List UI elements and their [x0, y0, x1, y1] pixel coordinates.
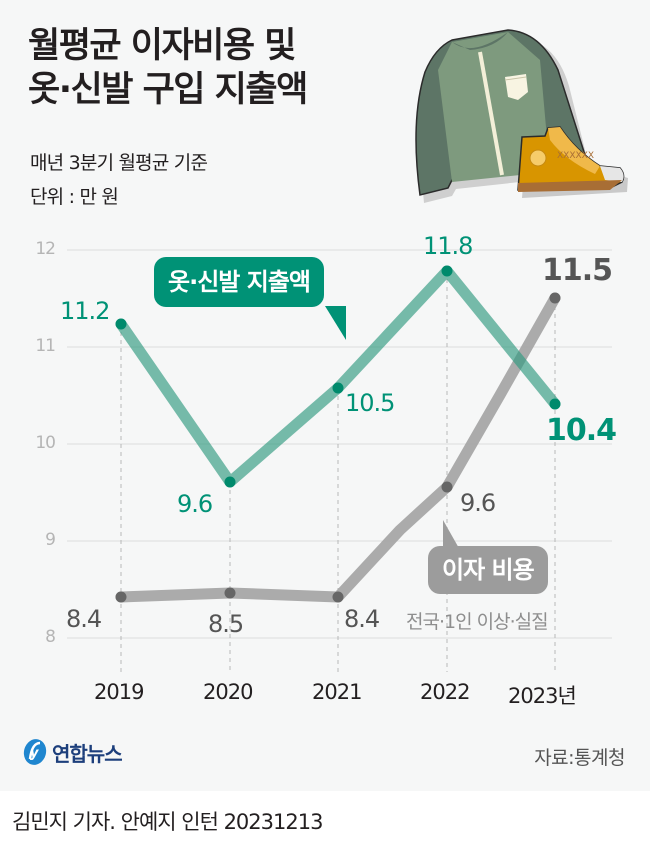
y-tick-9: 9: [45, 530, 56, 550]
interest-callout-tail: [443, 520, 460, 550]
clothing-label-2021: 10.5: [345, 389, 395, 417]
line-chart: [67, 249, 612, 672]
interest-note: 전국·1인 이상·실질: [406, 611, 549, 633]
interest-label-2022: 9.6: [460, 489, 496, 517]
chart-title: 월평균 이자비용 및 옷·신발 구입 지출액: [28, 24, 308, 112]
title-line-2: 옷·신발 구입 지출액: [28, 70, 308, 110]
x-tick-2023: 2023년: [508, 684, 577, 708]
gridlines: [67, 249, 612, 639]
series-clothing: [115, 265, 561, 488]
logo-text: 연합뉴스: [52, 741, 123, 766]
svg-text:y: y: [30, 746, 39, 761]
y-tick-10: 10: [35, 433, 56, 453]
clothing-label-2019: 11.2: [60, 297, 110, 325]
interest-label-2023: 11.5: [542, 253, 613, 288]
clothing-label-2022: 11.8: [423, 232, 473, 260]
clothing-callout-tail: [325, 306, 346, 340]
byline: 김민지 기자. 안예지 인턴 20231213: [12, 810, 323, 834]
x-tick-2022: 2022: [420, 680, 470, 704]
x-tick-2019: 2019: [94, 680, 144, 704]
clothing-label-2023: 10.4: [546, 413, 617, 448]
x-tick-2020: 2020: [203, 680, 253, 704]
subtitle-basis: 매년 3분기 월평균 기준: [30, 152, 208, 174]
interest-legend-callout: 이자 비용: [428, 546, 548, 594]
series-interest: [115, 292, 561, 603]
data-source: 자료:통계청: [534, 747, 625, 769]
interest-label-2020: 8.5: [208, 610, 244, 638]
interest-label-2019: 8.4: [66, 605, 102, 633]
y-tick-8: 8: [45, 627, 56, 647]
subtitle-unit: 단위 : 만 원: [30, 186, 119, 208]
y-tick-11: 11: [35, 336, 56, 356]
title-line-1: 월평균 이자비용 및: [28, 26, 296, 66]
clothing-label-2020: 9.6: [177, 490, 213, 518]
clothing-legend-callout: 옷·신발 지출액: [154, 257, 324, 307]
chart-subtitle: 매년 3분기 월평균 기준 단위 : 만 원: [30, 146, 208, 214]
x-guides: [120, 271, 556, 672]
yonhap-globe-icon: y: [23, 739, 47, 765]
sneaker-icon: XXXXXX: [517, 126, 628, 198]
y-tick-12: 12: [35, 239, 56, 259]
svg-text:XXXXXX: XXXXXX: [557, 151, 594, 161]
yonhap-logo: y 연합뉴스: [22, 737, 123, 767]
interest-label-2021: 8.4: [344, 605, 380, 633]
x-tick-2021: 2021: [312, 680, 362, 704]
clothing-illustration: XXXXXX: [415, 29, 628, 203]
